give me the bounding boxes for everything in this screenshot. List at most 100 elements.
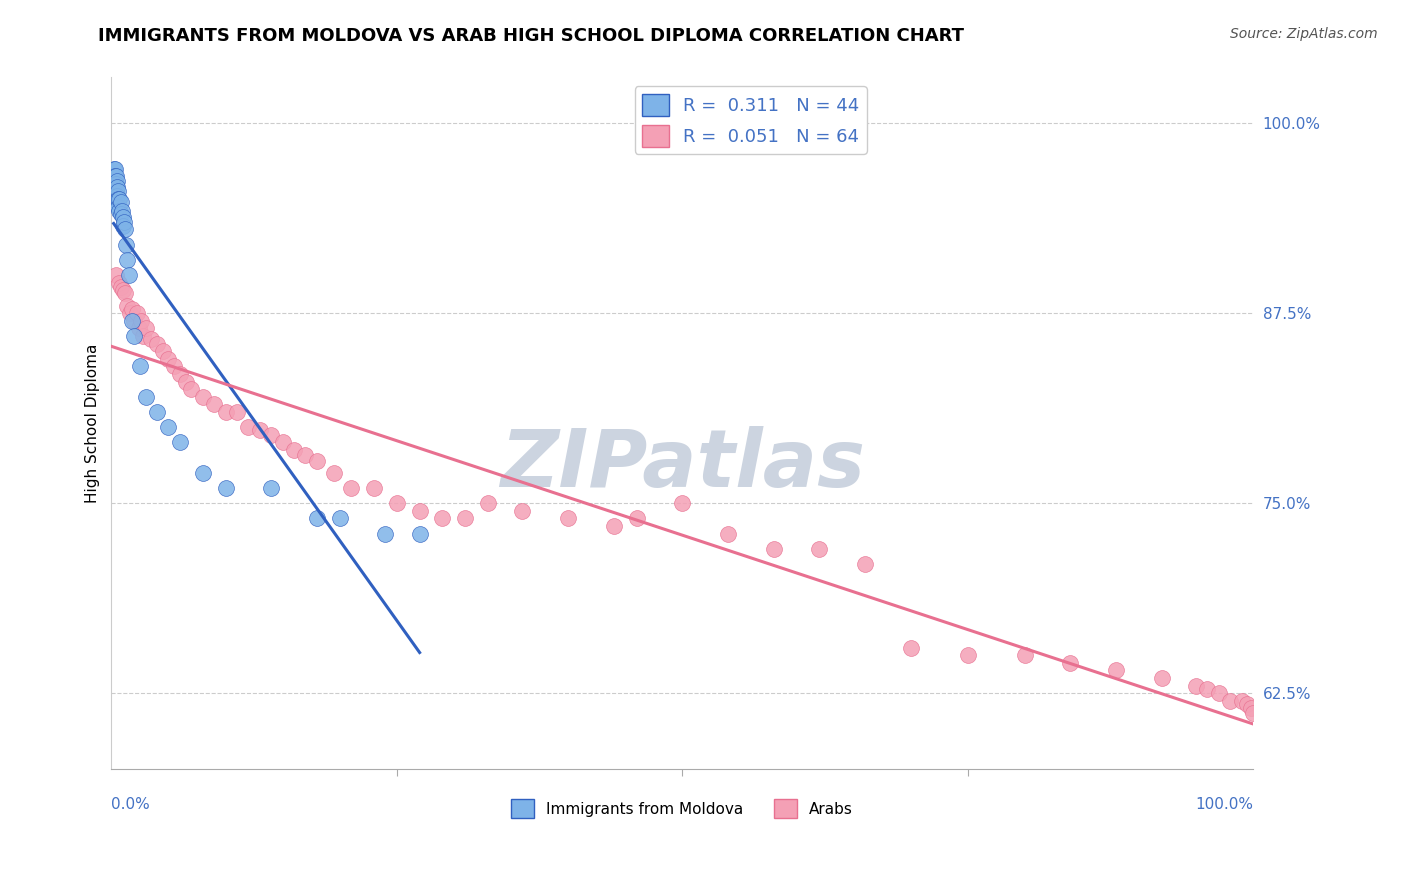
Point: [477, 496, 499, 510]
Legend: Immigrants from Moldova, Arabs: Immigrants from Moldova, Arabs: [505, 793, 859, 824]
Point: [104, 161, 127, 176]
Point: [104, 169, 127, 184]
Point: [385, 496, 408, 510]
Point: [129, 314, 152, 328]
Point: [214, 481, 236, 495]
Point: [141, 332, 163, 346]
Point: [305, 511, 328, 525]
Point: [117, 299, 139, 313]
Point: [900, 640, 922, 655]
Point: [408, 504, 430, 518]
Point: [125, 306, 148, 320]
Point: [157, 351, 180, 366]
Point: [135, 390, 157, 404]
Point: [238, 420, 260, 434]
Point: [103, 161, 125, 176]
Point: [107, 185, 129, 199]
Point: [174, 375, 197, 389]
Point: [1208, 686, 1230, 700]
Point: [202, 397, 225, 411]
Point: [323, 466, 346, 480]
Point: [260, 427, 283, 442]
Point: [260, 481, 283, 495]
Point: [340, 481, 363, 495]
Point: [329, 511, 352, 525]
Point: [271, 435, 294, 450]
Point: [191, 390, 214, 404]
Point: [108, 276, 131, 290]
Point: [146, 405, 169, 419]
Point: [602, 519, 624, 533]
Point: [717, 526, 740, 541]
Point: [454, 511, 477, 525]
Point: [114, 286, 136, 301]
Point: [105, 195, 128, 210]
Point: [103, 177, 125, 191]
Point: [111, 204, 134, 219]
Point: [1105, 664, 1128, 678]
Point: [104, 185, 127, 199]
Point: [1240, 701, 1263, 715]
Point: [104, 169, 127, 184]
Point: [1241, 706, 1264, 720]
Point: [107, 192, 129, 206]
Point: [121, 301, 143, 316]
Point: [122, 329, 145, 343]
Point: [104, 268, 127, 282]
Point: [626, 511, 648, 525]
Point: [557, 511, 579, 525]
Text: IMMIGRANTS FROM MOLDOVA VS ARAB HIGH SCHOOL DIPLOMA CORRELATION CHART: IMMIGRANTS FROM MOLDOVA VS ARAB HIGH SCH…: [98, 27, 965, 45]
Point: [1059, 656, 1081, 670]
Text: 0.0%: 0.0%: [111, 797, 150, 812]
Point: [808, 541, 831, 556]
Point: [111, 211, 134, 225]
Point: [104, 185, 127, 199]
Point: [117, 252, 139, 267]
Point: [1219, 694, 1241, 708]
Point: [305, 453, 328, 467]
Point: [1014, 648, 1036, 663]
Point: [169, 435, 191, 450]
Point: [122, 314, 145, 328]
Point: [1236, 697, 1258, 711]
Point: [146, 336, 169, 351]
Point: [105, 180, 128, 194]
Point: [114, 222, 136, 236]
Point: [129, 359, 152, 374]
Point: [110, 280, 132, 294]
Point: [121, 314, 143, 328]
Point: [152, 344, 174, 359]
Text: 100.0%: 100.0%: [1195, 797, 1253, 812]
Text: Source: ZipAtlas.com: Source: ZipAtlas.com: [1230, 27, 1378, 41]
Point: [363, 481, 385, 495]
Point: [191, 466, 214, 480]
Point: [1185, 679, 1208, 693]
Point: [115, 237, 138, 252]
Point: [249, 423, 271, 437]
Point: [408, 526, 430, 541]
Point: [283, 442, 305, 457]
Y-axis label: High School Diploma: High School Diploma: [86, 343, 100, 503]
Point: [103, 169, 125, 184]
Point: [118, 306, 141, 320]
Point: [180, 382, 202, 396]
Point: [1197, 681, 1219, 696]
Point: [132, 329, 155, 343]
Point: [226, 405, 249, 419]
Point: [112, 215, 135, 229]
Point: [762, 541, 785, 556]
Point: [512, 504, 534, 518]
Point: [169, 367, 191, 381]
Point: [956, 648, 979, 663]
Point: [110, 195, 132, 210]
Point: [671, 496, 693, 510]
Point: [107, 200, 129, 214]
Point: [432, 511, 454, 525]
Point: [105, 174, 128, 188]
Point: [110, 207, 132, 221]
Point: [105, 189, 128, 203]
Point: [294, 448, 316, 462]
Point: [163, 359, 186, 374]
Point: [104, 180, 127, 194]
Point: [128, 321, 150, 335]
